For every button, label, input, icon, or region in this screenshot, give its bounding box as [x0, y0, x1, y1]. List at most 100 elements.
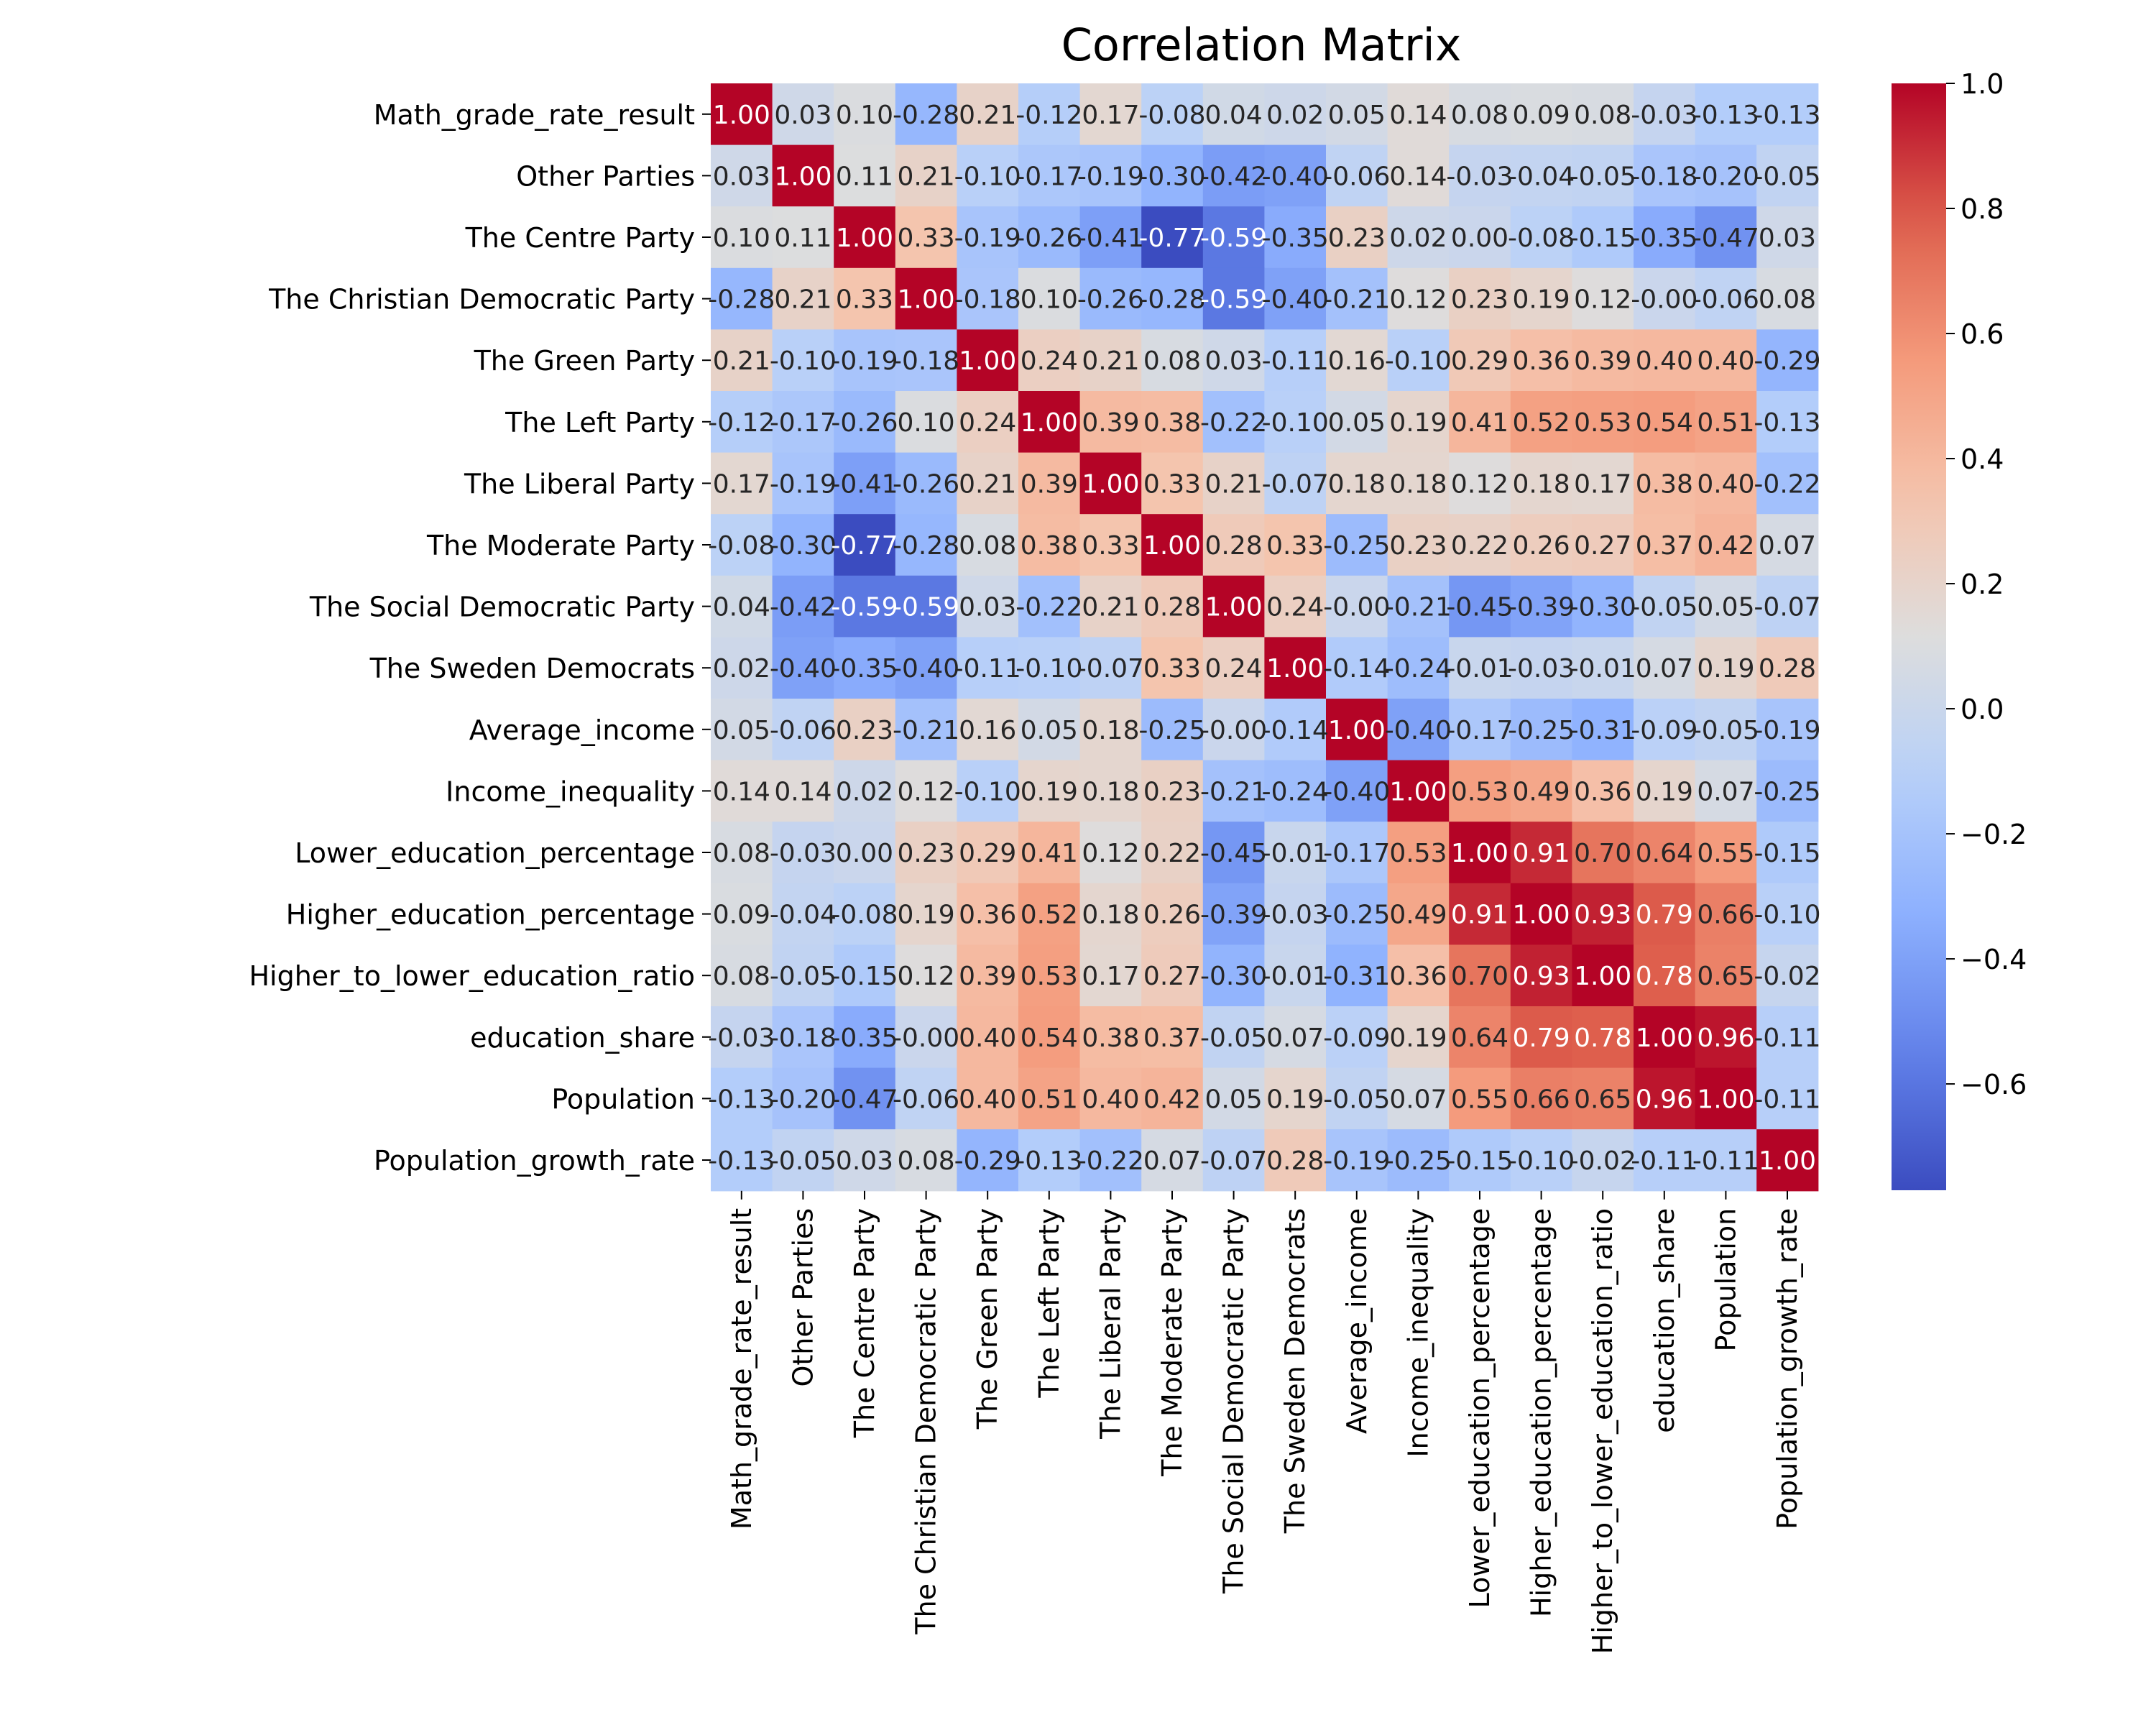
- heatmap-cell: [1326, 1006, 1388, 1069]
- cell-value-label: 0.54: [1636, 408, 1693, 438]
- cell-value-label: -0.13: [708, 1085, 775, 1114]
- cell-value-label: -0.47: [1692, 224, 1759, 253]
- heatmap-cell: [1018, 1129, 1081, 1192]
- x-tick-label: Lower_education_percentage: [1464, 1208, 1496, 1609]
- heatmap-cell: [895, 883, 957, 945]
- cell-value-label: 0.24: [1205, 654, 1263, 684]
- heatmap-cell: [1141, 1129, 1204, 1192]
- cell-value-label: 0.40: [1082, 1085, 1139, 1114]
- cell-value-label: 0.96: [1636, 1085, 1693, 1114]
- heatmap-cell: [711, 822, 773, 884]
- heatmap-cell: [834, 391, 896, 454]
- cell-value-label: -0.13: [1692, 101, 1759, 130]
- cell-value-label: 0.23: [1328, 224, 1386, 253]
- heatmap-cell: [772, 944, 834, 1007]
- heatmap-cell: [1510, 514, 1572, 576]
- cell-value-label: -0.17: [1323, 839, 1390, 868]
- heatmap-cell: [711, 883, 773, 945]
- heatmap-cell: [1387, 822, 1450, 884]
- cell-value-label: 0.28: [1266, 1146, 1324, 1176]
- heatmap-cell: [895, 391, 957, 454]
- cell-value-label: -0.05: [1754, 162, 1820, 191]
- heatmap-cell: [895, 206, 957, 269]
- cell-value-label: 0.21: [959, 469, 1016, 499]
- cell-value-label: 0.07: [1636, 654, 1693, 684]
- cell-value-label: -0.40: [770, 654, 837, 684]
- heatmap-cell: [1018, 575, 1081, 638]
- cell-value-label: -0.10: [1508, 1146, 1575, 1176]
- cell-value-label: 1.00: [1143, 531, 1201, 561]
- heatmap-cell: [1326, 760, 1388, 822]
- x-tick-label: The Christian Democratic Party: [911, 1208, 942, 1635]
- heatmap-cell: [1695, 944, 1757, 1007]
- cell-value-label: -0.05: [1200, 1024, 1267, 1053]
- heatmap-cell: [895, 760, 957, 822]
- heatmap-cell: [711, 699, 773, 761]
- heatmap-cell: [1449, 267, 1511, 330]
- heatmap-cell: [1449, 944, 1511, 1007]
- heatmap-cell: [1387, 883, 1450, 945]
- heatmap-cell: [834, 1067, 896, 1130]
- cell-value-label: -0.15: [1754, 839, 1820, 868]
- heatmap-cell: [895, 144, 957, 207]
- heatmap-cell: [834, 637, 896, 699]
- cell-value-label: -0.08: [1508, 224, 1575, 253]
- heatmap-cell: [1695, 637, 1757, 699]
- cell-value-label: -0.39: [1200, 901, 1267, 930]
- cell-value-label: 0.21: [898, 162, 955, 191]
- heatmap-cell: [1202, 1006, 1265, 1069]
- cell-value-label: 0.24: [1266, 593, 1324, 622]
- cell-value-label: -0.35: [1262, 224, 1329, 253]
- heatmap-cell: [711, 452, 773, 515]
- heatmap-cell: [1141, 206, 1204, 269]
- cell-value-label: -0.07: [1262, 469, 1329, 499]
- heatmap-cell: [1387, 699, 1450, 761]
- heatmap-cell: [711, 760, 773, 822]
- cell-value-label: -0.03: [1262, 901, 1329, 930]
- heatmap-cell: [1202, 822, 1265, 884]
- cell-value-label: 0.91: [1513, 839, 1570, 868]
- heatmap-cell: [957, 206, 1019, 269]
- cell-value-label: 1.00: [1697, 1085, 1754, 1114]
- heatmap-cell: [1079, 514, 1142, 576]
- cell-value-label: 0.09: [713, 901, 770, 930]
- heatmap-cell: [772, 637, 834, 699]
- cell-value-label: -0.26: [893, 469, 959, 499]
- cell-value-label: 0.21: [959, 101, 1016, 130]
- heatmap-cell: [1079, 144, 1142, 207]
- cell-value-label: 0.22: [1143, 839, 1201, 868]
- cell-value-label: -0.17: [770, 408, 837, 438]
- cell-value-label: 0.02: [1266, 101, 1324, 130]
- cell-value-label: -0.13: [1754, 101, 1820, 130]
- cell-value-label: -0.29: [954, 1146, 1021, 1176]
- heatmap-cell: [1141, 391, 1204, 454]
- heatmap-cell: [1141, 699, 1204, 761]
- heatmap-cell: [834, 83, 896, 146]
- cell-value-label: -0.22: [1200, 408, 1267, 438]
- heatmap-cells: [711, 83, 1819, 1192]
- cell-value-label: 1.00: [1266, 654, 1324, 684]
- heatmap-cell: [772, 452, 834, 515]
- cell-value-label: -0.00: [1323, 593, 1390, 622]
- cell-value-label: 0.08: [898, 1146, 955, 1176]
- heatmap-cell: [834, 1129, 896, 1192]
- heatmap-cell: [1756, 144, 1819, 207]
- x-tick-label: Population_growth_rate: [1772, 1208, 1803, 1530]
- cell-value-label: 0.03: [959, 593, 1016, 622]
- heatmap-cell: [711, 1006, 773, 1069]
- heatmap-cell: [1264, 944, 1327, 1007]
- cell-value-label: 0.37: [1636, 531, 1693, 561]
- cell-value-label: 0.03: [774, 101, 831, 130]
- cell-value-label: -0.01: [1570, 654, 1636, 684]
- heatmap-cell: [1756, 452, 1819, 515]
- heatmap-cell: [1202, 1129, 1265, 1192]
- cell-value-label: 1.00: [1021, 408, 1078, 438]
- heatmap-cell: [1387, 1067, 1450, 1130]
- cell-value-label: -0.14: [1323, 654, 1390, 684]
- cell-value-label: -0.11: [1631, 1146, 1697, 1176]
- heatmap-cell: [1634, 760, 1696, 822]
- cell-value-label: -0.01: [1446, 654, 1513, 684]
- heatmap-cell: [1141, 1006, 1204, 1069]
- cell-value-label: 0.14: [1389, 101, 1447, 130]
- heatmap-cell: [1756, 699, 1819, 761]
